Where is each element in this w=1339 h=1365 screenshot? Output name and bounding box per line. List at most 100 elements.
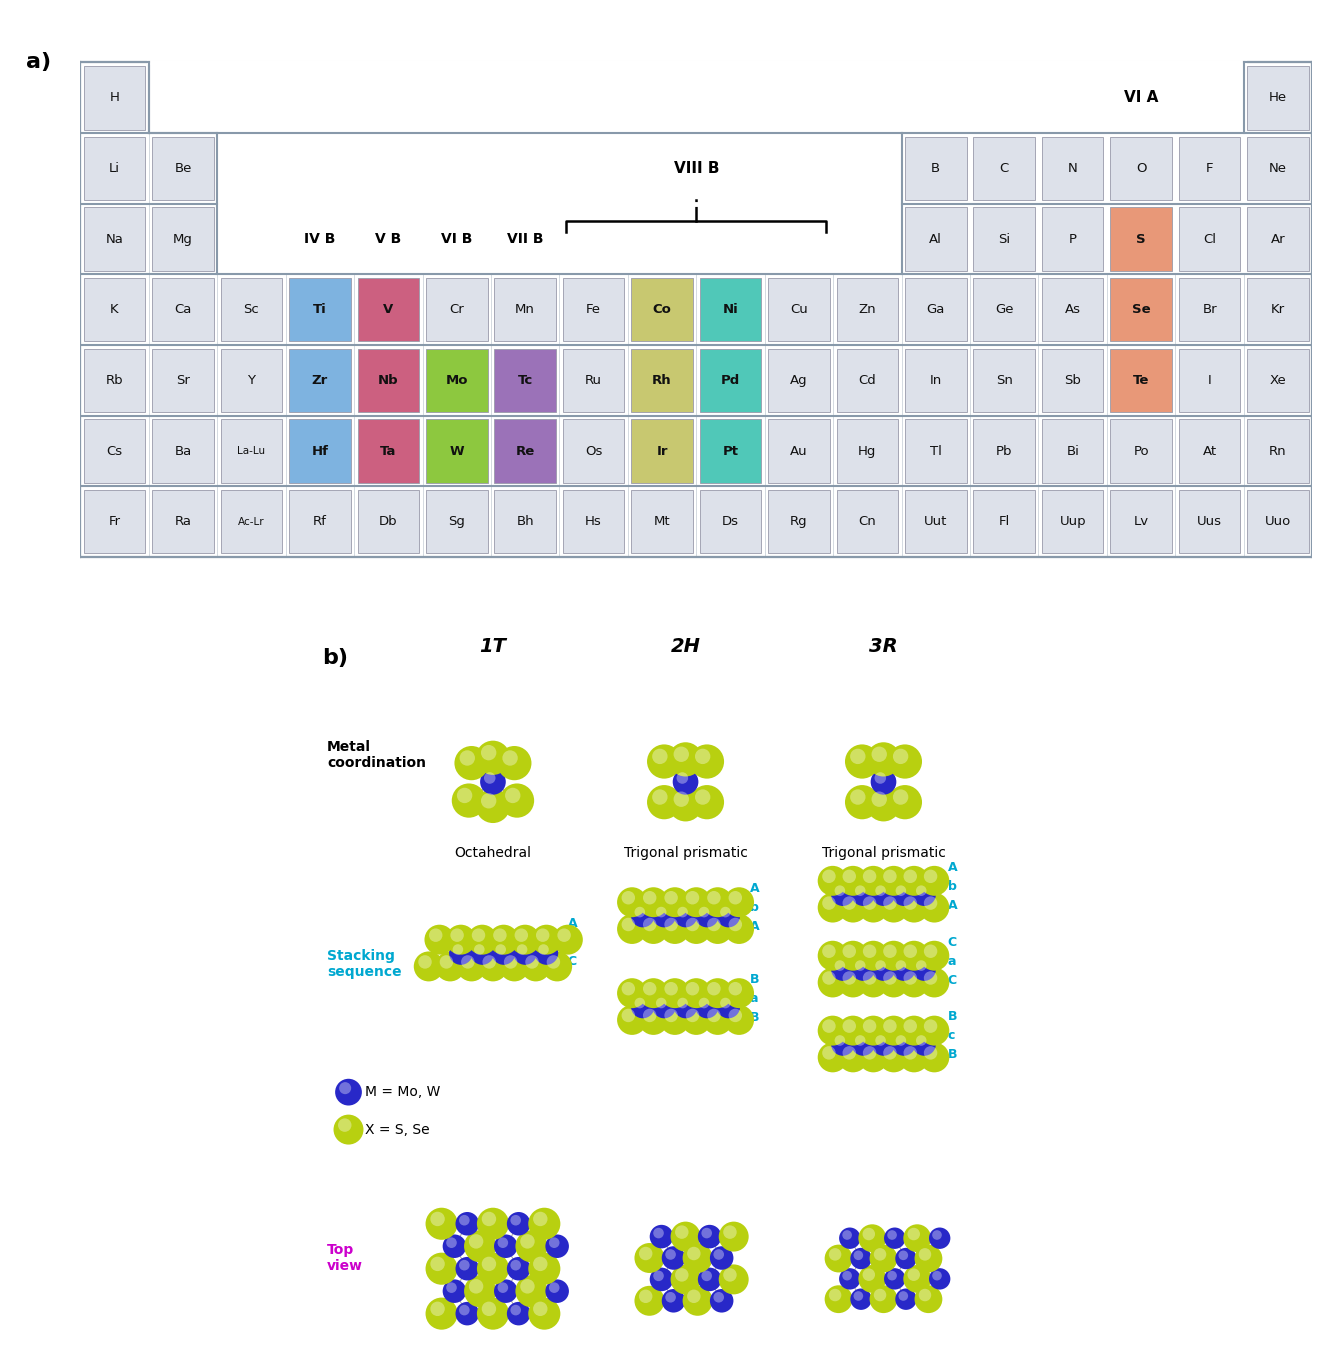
Circle shape bbox=[686, 917, 699, 931]
Circle shape bbox=[664, 1009, 678, 1022]
Circle shape bbox=[728, 1009, 742, 1022]
FancyBboxPatch shape bbox=[426, 490, 487, 553]
Text: Ir: Ir bbox=[656, 445, 668, 457]
Circle shape bbox=[457, 951, 486, 981]
Circle shape bbox=[898, 1043, 929, 1073]
Text: Cd: Cd bbox=[858, 374, 876, 386]
FancyBboxPatch shape bbox=[1247, 419, 1308, 483]
Circle shape bbox=[898, 1250, 908, 1260]
Circle shape bbox=[455, 1212, 479, 1235]
Text: Uup: Uup bbox=[1059, 515, 1086, 528]
Circle shape bbox=[714, 1291, 724, 1302]
FancyBboxPatch shape bbox=[1042, 490, 1103, 553]
FancyBboxPatch shape bbox=[153, 136, 214, 201]
FancyBboxPatch shape bbox=[631, 348, 692, 412]
Circle shape bbox=[653, 1271, 664, 1282]
FancyBboxPatch shape bbox=[905, 278, 967, 341]
Circle shape bbox=[878, 865, 909, 895]
Circle shape bbox=[451, 784, 486, 818]
Circle shape bbox=[892, 957, 916, 981]
Text: Sc: Sc bbox=[244, 303, 260, 317]
Circle shape bbox=[710, 1289, 734, 1313]
FancyBboxPatch shape bbox=[221, 348, 283, 412]
Circle shape bbox=[884, 972, 897, 984]
Circle shape bbox=[720, 906, 731, 917]
Circle shape bbox=[678, 998, 688, 1009]
Circle shape bbox=[878, 1043, 909, 1073]
Circle shape bbox=[457, 788, 473, 803]
Circle shape bbox=[724, 915, 754, 945]
Circle shape bbox=[453, 945, 463, 954]
Circle shape bbox=[557, 928, 570, 942]
Circle shape bbox=[915, 1286, 943, 1313]
Circle shape bbox=[635, 1286, 664, 1316]
Circle shape bbox=[842, 897, 856, 910]
Circle shape bbox=[676, 773, 688, 784]
Circle shape bbox=[852, 957, 874, 981]
Circle shape bbox=[822, 1020, 836, 1033]
Circle shape bbox=[503, 955, 517, 969]
Circle shape bbox=[698, 1268, 722, 1291]
Circle shape bbox=[674, 747, 690, 762]
Circle shape bbox=[494, 1279, 518, 1304]
Circle shape bbox=[545, 1234, 569, 1259]
Circle shape bbox=[549, 1238, 560, 1248]
FancyBboxPatch shape bbox=[153, 207, 214, 270]
Circle shape bbox=[482, 1212, 497, 1226]
Circle shape bbox=[716, 995, 740, 1018]
Circle shape bbox=[686, 891, 699, 905]
Circle shape bbox=[707, 891, 720, 905]
Circle shape bbox=[920, 1043, 949, 1073]
FancyBboxPatch shape bbox=[1178, 490, 1240, 553]
Circle shape bbox=[874, 1289, 886, 1301]
Circle shape bbox=[720, 998, 731, 1009]
Circle shape bbox=[674, 995, 698, 1018]
Circle shape bbox=[724, 1005, 754, 1035]
Circle shape bbox=[498, 1282, 507, 1293]
Circle shape bbox=[845, 785, 880, 819]
Text: In: In bbox=[929, 374, 941, 386]
Circle shape bbox=[482, 1302, 497, 1316]
Circle shape bbox=[898, 968, 929, 998]
Circle shape bbox=[418, 955, 431, 969]
Text: Uus: Uus bbox=[1197, 515, 1223, 528]
Circle shape bbox=[842, 1020, 856, 1033]
Text: Ca: Ca bbox=[174, 303, 191, 317]
FancyBboxPatch shape bbox=[153, 419, 214, 483]
Circle shape bbox=[829, 1248, 841, 1261]
Circle shape bbox=[339, 1082, 351, 1095]
FancyBboxPatch shape bbox=[837, 278, 898, 341]
Circle shape bbox=[898, 1016, 929, 1046]
Circle shape bbox=[443, 1234, 466, 1259]
Circle shape bbox=[853, 1291, 864, 1301]
Circle shape bbox=[643, 981, 656, 995]
Circle shape bbox=[495, 945, 506, 954]
Circle shape bbox=[876, 1035, 886, 1046]
FancyBboxPatch shape bbox=[153, 490, 214, 553]
Text: Na: Na bbox=[106, 232, 123, 246]
FancyBboxPatch shape bbox=[631, 278, 692, 341]
Circle shape bbox=[724, 887, 754, 917]
Circle shape bbox=[912, 957, 936, 981]
FancyBboxPatch shape bbox=[289, 348, 351, 412]
Text: VI B: VI B bbox=[441, 232, 473, 246]
Circle shape bbox=[884, 897, 897, 910]
Circle shape bbox=[862, 1046, 876, 1059]
FancyBboxPatch shape bbox=[1110, 490, 1172, 553]
FancyBboxPatch shape bbox=[84, 66, 146, 130]
Circle shape bbox=[840, 1227, 861, 1249]
Circle shape bbox=[469, 1234, 483, 1249]
Text: Li: Li bbox=[108, 162, 121, 175]
FancyBboxPatch shape bbox=[973, 348, 1035, 412]
Text: Cs: Cs bbox=[107, 445, 123, 457]
Text: Rh: Rh bbox=[652, 374, 672, 386]
Circle shape bbox=[682, 887, 711, 917]
Circle shape bbox=[682, 915, 711, 945]
Circle shape bbox=[892, 1032, 916, 1055]
Circle shape bbox=[621, 891, 635, 905]
FancyBboxPatch shape bbox=[1042, 278, 1103, 341]
Circle shape bbox=[695, 995, 719, 1018]
Circle shape bbox=[494, 1234, 518, 1259]
Circle shape bbox=[639, 1246, 652, 1260]
Circle shape bbox=[695, 789, 711, 805]
